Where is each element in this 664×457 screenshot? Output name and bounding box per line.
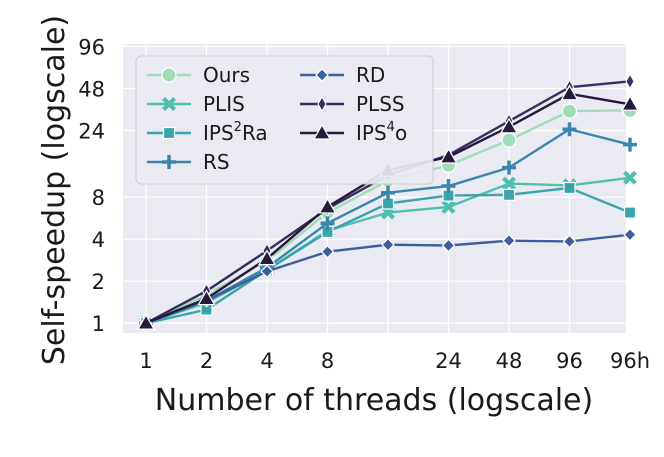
legend-entry-ours: Ours: [147, 63, 250, 87]
legend-label-ips4o: IPS4o: [356, 120, 407, 145]
data-point-ips4o: [136, 313, 156, 330]
data-point-rs: [320, 216, 335, 231]
y-tick-label: 1: [92, 312, 105, 336]
y-tick-label: 2: [92, 270, 105, 294]
y-tick-label: 8: [92, 186, 105, 210]
data-point-ips2ra: [502, 188, 516, 201]
legend-label-rs: RS: [203, 150, 230, 174]
legend-entry-plis: PLIS: [147, 92, 245, 116]
data-point-plis: [623, 170, 637, 185]
data-point-rs: [381, 185, 395, 200]
data-point-plss: [625, 73, 635, 90]
data-point-ips4o: [560, 84, 579, 101]
data-point-ips4o: [318, 197, 337, 214]
data-point-rs: [502, 160, 516, 175]
x-tick-label: 96: [556, 349, 583, 373]
x-tick-label: 8: [321, 349, 334, 373]
legend-entry-rd: RD: [300, 63, 385, 87]
data-point-ips4o: [257, 249, 277, 266]
data-point-rd: [441, 238, 456, 253]
data-point-rd: [562, 234, 577, 249]
legend-box: [135, 55, 434, 185]
data-point-ips4o: [620, 95, 640, 111]
legend: Ours PLIS IPS2Ra RS RD PLSS IPS4o: [135, 55, 434, 185]
data-point-rs: [623, 137, 637, 152]
data-point-rd: [502, 233, 516, 248]
x-tick-label: 96h: [610, 349, 650, 373]
data-point-rd: [623, 227, 637, 242]
legend-marker-rd: [315, 68, 329, 82]
y-tick-label: 96: [78, 35, 105, 59]
x-tick-label: 24: [435, 349, 462, 373]
data-point-rs: [441, 179, 456, 194]
data-point-ips2ra: [623, 206, 637, 219]
data-point-rs: [562, 122, 577, 137]
legend-label-plss: PLSS: [356, 92, 405, 116]
x-tick-label: 4: [260, 349, 273, 373]
x-tick-label: 1: [139, 349, 152, 373]
legend-label-ips2ra: IPS2Ra: [203, 120, 268, 145]
legend-marker-ours: [161, 67, 177, 83]
legend-marker-rs: [162, 155, 176, 169]
legend-entry-ips4o: IPS4o: [300, 120, 407, 145]
legend-label-rd: RD: [356, 63, 385, 87]
data-point-ips4o: [197, 289, 216, 306]
y-tick-label: 24: [78, 120, 105, 144]
legend-entry-rs: RS: [147, 150, 230, 174]
data-point-rd: [260, 264, 274, 279]
data-point-ours: [501, 132, 517, 148]
x-tick-labels: 1 2 4 8 24 48 96 96h: [139, 349, 650, 373]
data-point-plis: [441, 199, 456, 214]
y-axis-title: Self-speedup (logscale): [37, 15, 72, 365]
legend-marker-ips2ra: [162, 126, 176, 140]
data-point-ips4o: [439, 147, 458, 164]
x-tick-label: 48: [496, 349, 523, 373]
data-point-rd: [320, 244, 335, 259]
x-axis-title: Number of threads (logscale): [155, 383, 593, 418]
legend-entry-plss: PLSS: [300, 92, 405, 116]
data-point-rd: [381, 237, 395, 252]
legend-label-ours: Ours: [203, 63, 250, 87]
y-tick-label: 4: [92, 228, 105, 252]
x-tick-label: 2: [200, 349, 213, 373]
legend-marker-ips4o: [312, 123, 332, 140]
data-point-ours: [561, 103, 578, 119]
y-tick-label: 48: [78, 77, 105, 101]
legend-marker-plss: [317, 95, 327, 113]
legend-entry-ips2ra: IPS2Ra: [147, 120, 268, 145]
legend-marker-plis: [162, 97, 176, 111]
data-point-plis: [502, 176, 516, 191]
data-point-ips2ra: [563, 181, 576, 195]
series-ips2ra: [139, 181, 637, 330]
data-point-ips4o: [499, 117, 519, 134]
legend-label-plis: PLIS: [203, 92, 245, 116]
